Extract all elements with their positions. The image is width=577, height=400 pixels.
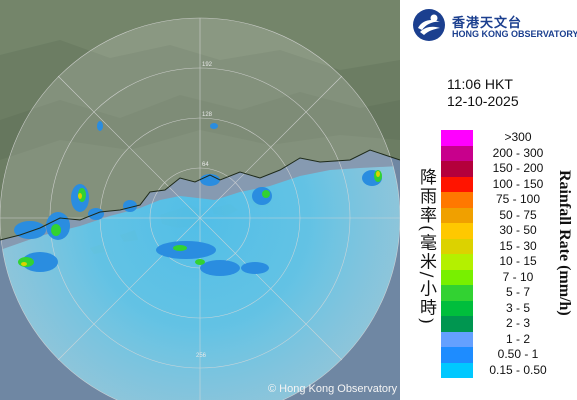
scale-label: 2 - 3 bbox=[505, 316, 530, 330]
scale-swatch bbox=[441, 300, 473, 316]
observation-time: 11:06 HKT bbox=[447, 76, 513, 92]
scale-label: >300 bbox=[504, 130, 532, 144]
legend-panel bbox=[400, 0, 577, 400]
scale-label: 1 - 2 bbox=[505, 331, 530, 346]
logo-chinese-name: 香港天文台 bbox=[452, 16, 523, 31]
scale-label: 30 - 50 bbox=[499, 223, 537, 237]
scale-label: 7 - 10 bbox=[502, 269, 534, 284]
rainfall-color-scale bbox=[441, 130, 473, 378]
unit-label-english: Rainfall Rate (mm/h) bbox=[556, 170, 573, 316]
scale-swatch bbox=[441, 130, 473, 146]
scale-label: 200 - 300 bbox=[492, 145, 544, 160]
scale-label: 0.15 - 0.50 bbox=[489, 362, 547, 377]
scale-label: 150 - 200 bbox=[492, 161, 544, 175]
scale-label: 100 - 150 bbox=[492, 176, 544, 191]
scale-swatch bbox=[441, 176, 473, 192]
scale-swatch bbox=[441, 207, 473, 223]
scale-label: 75 - 100 bbox=[495, 192, 541, 206]
coastline bbox=[0, 149, 400, 241]
range-ring-labels: 64 128 192 256 bbox=[196, 62, 213, 359]
scale-swatch bbox=[441, 254, 473, 270]
copyright-text: © Hong Kong Observatory bbox=[268, 383, 398, 395]
scale-label: 10 - 15 bbox=[499, 254, 537, 268]
scale-label: 50 - 75 bbox=[499, 207, 537, 222]
scale-swatch bbox=[441, 238, 473, 254]
radar-map[interactable]: 64 128 192 256 bbox=[0, 0, 400, 400]
scale-label: 3 - 5 bbox=[505, 300, 530, 315]
range-label-64: 64 bbox=[202, 162, 209, 168]
scale-label: 5 - 7 bbox=[505, 285, 530, 299]
unit-label-chinese: 降雨率(毫米/小時) bbox=[416, 168, 436, 326]
scale-swatch bbox=[441, 269, 473, 285]
range-label-128: 128 bbox=[202, 112, 213, 118]
scale-swatch bbox=[441, 331, 473, 347]
scale-swatch bbox=[441, 316, 473, 332]
radar-map-svg: 64 128 192 256 bbox=[0, 0, 400, 400]
scale-swatch bbox=[441, 223, 473, 239]
scale-label: 0.50 - 1 bbox=[497, 347, 539, 361]
scale-swatch bbox=[441, 161, 473, 177]
range-label-192: 192 bbox=[202, 62, 213, 68]
hko-logo: 香港天文台 HONG KONG OBSERVATORY bbox=[412, 8, 577, 44]
scale-swatch bbox=[441, 362, 473, 378]
scale-swatch bbox=[441, 145, 473, 161]
scale-swatch bbox=[441, 285, 473, 301]
scale-swatch bbox=[441, 192, 473, 208]
logo-english-name: HONG KONG OBSERVATORY bbox=[452, 29, 577, 39]
hko-logo-icon bbox=[413, 9, 445, 41]
scale-label: 15 - 30 bbox=[499, 238, 537, 253]
range-label-256: 256 bbox=[196, 353, 207, 359]
observation-date: 12-10-2025 bbox=[447, 93, 519, 109]
scale-swatch bbox=[441, 347, 473, 363]
